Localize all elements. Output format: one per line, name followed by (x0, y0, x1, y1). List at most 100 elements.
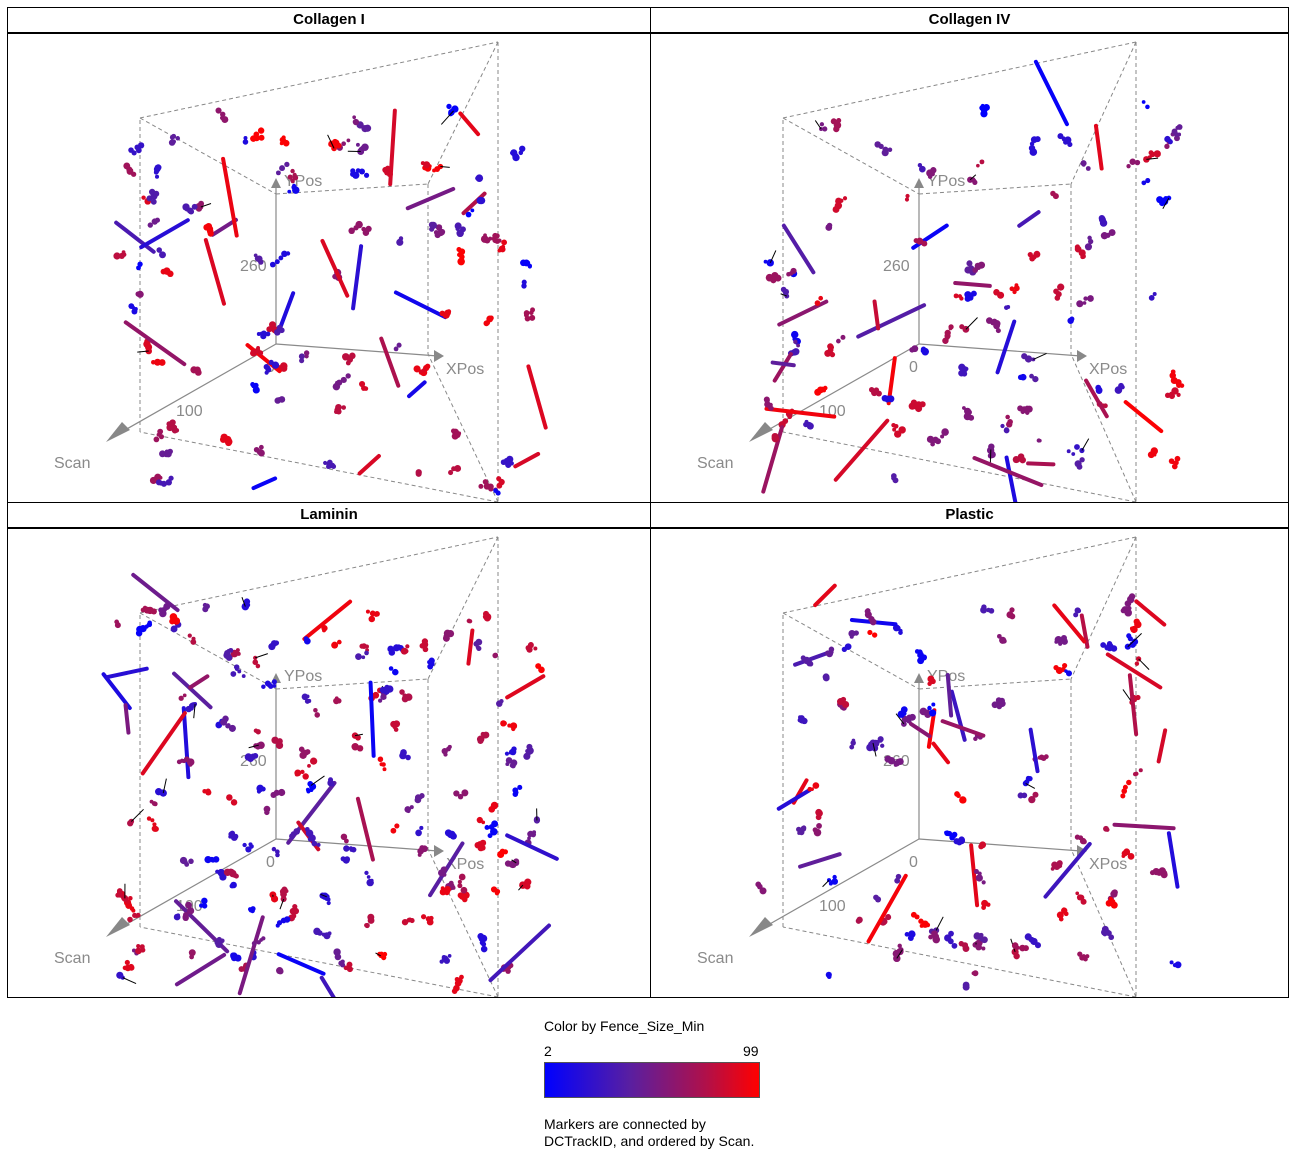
marker (885, 914, 892, 921)
marker (153, 190, 160, 197)
marker (457, 793, 464, 800)
marker (1103, 825, 1109, 832)
marker (287, 174, 293, 180)
marker (307, 698, 312, 703)
marker (364, 870, 369, 876)
marker (159, 251, 166, 259)
marker (951, 942, 958, 949)
marker (824, 349, 832, 357)
marker (332, 138, 339, 145)
arrow-icon (914, 673, 924, 683)
marker (270, 791, 277, 799)
marker (816, 809, 823, 817)
marker (848, 629, 856, 638)
marker (1067, 317, 1074, 324)
track-streak (458, 111, 481, 137)
marker (298, 353, 305, 360)
marker (396, 238, 404, 246)
marker (190, 639, 197, 645)
marker (504, 751, 510, 756)
marker (478, 483, 484, 489)
marker (163, 602, 171, 611)
track-connector (248, 744, 259, 749)
marker (374, 610, 380, 617)
marker (150, 198, 157, 205)
marker (421, 638, 429, 645)
marker (172, 618, 179, 625)
marker (367, 917, 375, 924)
track-streak (1052, 603, 1087, 644)
marker (282, 139, 290, 147)
marker (941, 428, 949, 436)
track-streak (203, 238, 226, 306)
marker (1040, 755, 1047, 762)
marker (826, 222, 833, 229)
marker (1033, 250, 1041, 258)
marker (1036, 438, 1041, 443)
track-streak (505, 833, 559, 861)
marker (221, 116, 229, 124)
axis-label-z: Scan (697, 455, 733, 472)
marker (358, 380, 366, 388)
marker (509, 763, 515, 768)
marker (1103, 928, 1111, 936)
marker (276, 920, 283, 926)
marker (420, 914, 427, 920)
marker (878, 143, 884, 150)
track-connector (1122, 689, 1133, 703)
marker (829, 351, 836, 358)
marker (460, 886, 468, 894)
track-streak (813, 583, 837, 608)
marker (225, 652, 231, 657)
marker (178, 695, 184, 701)
marker (991, 701, 999, 709)
marker (525, 749, 530, 754)
marker (141, 195, 146, 200)
marker (401, 695, 409, 703)
track-streak (872, 299, 881, 331)
marker (275, 741, 284, 750)
marker (948, 326, 953, 331)
marker (1118, 382, 1124, 389)
marker (1126, 164, 1131, 169)
track-streak (407, 380, 427, 399)
track-streak (139, 218, 190, 250)
marker (487, 833, 493, 839)
track-streak (1156, 728, 1168, 764)
marker (813, 783, 818, 788)
marker (1056, 911, 1064, 919)
marker (997, 633, 1002, 639)
marker (271, 846, 277, 852)
marker (921, 347, 930, 356)
marker (232, 833, 239, 840)
track-streak (466, 628, 475, 666)
marker (275, 852, 280, 858)
marker (964, 295, 971, 302)
marker (505, 762, 510, 767)
marker (191, 636, 196, 641)
marker (759, 887, 767, 895)
marker (957, 294, 962, 299)
tick-label: 0 (266, 359, 275, 376)
track-streak (526, 364, 548, 430)
marker (1017, 792, 1024, 799)
marker (520, 259, 527, 267)
marker (326, 459, 333, 466)
marker (207, 226, 214, 232)
marker (381, 762, 386, 767)
tick-label: 260 (883, 258, 910, 275)
marker (366, 875, 371, 879)
marker (496, 482, 503, 489)
marker (1074, 834, 1080, 840)
marker (182, 203, 190, 211)
marker (413, 365, 421, 373)
marker (793, 339, 798, 345)
marker (340, 833, 348, 841)
panel-collagen-i: Collagen I Scan XPos YPos 0 260 100 (7, 7, 651, 503)
marker (263, 364, 270, 370)
marker (1034, 942, 1042, 949)
marker (289, 833, 296, 840)
track-streak (1123, 400, 1164, 434)
marker (346, 138, 351, 143)
marker (135, 629, 143, 637)
